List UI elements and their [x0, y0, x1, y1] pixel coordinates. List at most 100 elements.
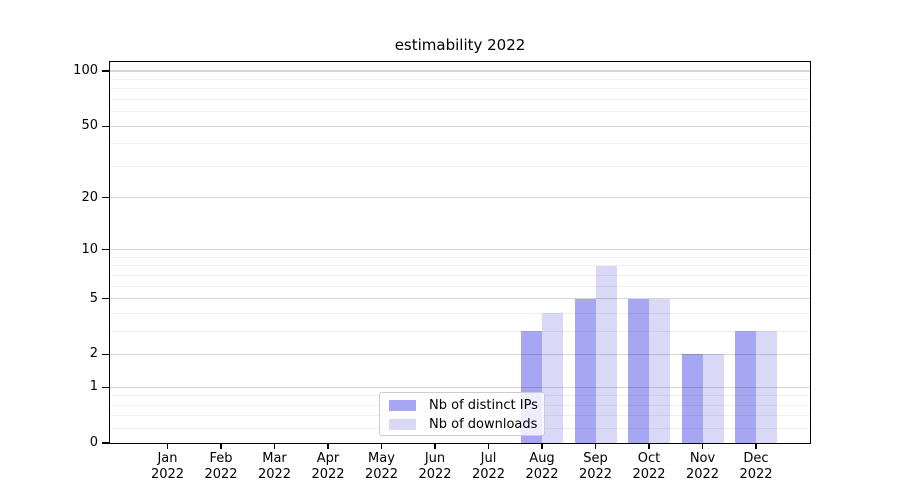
x-tick-label-year: 2022 [578, 466, 613, 482]
x-tick-label-year: 2022 [364, 466, 399, 482]
legend-item-downloads: Nb of downloads [380, 415, 544, 434]
x-tick-label-month: Jan [157, 451, 178, 466]
x-tick-label: May 2022 [350, 451, 414, 482]
y-tick-mark [102, 249, 110, 251]
minor-gridline [110, 285, 810, 287]
x-tick-label-month: May [368, 451, 395, 466]
bar-distinct-ips [735, 331, 756, 443]
minor-gridline [110, 88, 810, 90]
minor-gridline [110, 274, 810, 276]
minor-gridline [110, 78, 810, 80]
x-tick-mark [648, 443, 650, 449]
minor-gridline [110, 165, 810, 167]
x-tick-label: Apr 2022 [296, 451, 360, 482]
y-tick-label: 20 [81, 189, 98, 205]
legend-label-downloads: Nb of downloads [429, 417, 538, 432]
x-tick-mark [327, 443, 329, 449]
x-tick-mark [166, 443, 169, 449]
x-tick-label-month: Nov [689, 451, 716, 466]
x-tick-label-month: Apr [316, 451, 340, 466]
bar-distinct-ips [574, 298, 596, 443]
bar-downloads [542, 313, 563, 443]
x-tick-label: Dec 2022 [724, 451, 788, 482]
major-gridline [110, 386, 810, 388]
x-tick-mark [273, 443, 276, 449]
x-tick-label: Sep 2022 [564, 451, 628, 482]
y-tick-mark [102, 297, 110, 300]
x-tick-label-year: 2022 [311, 466, 345, 482]
x-tick-mark [220, 443, 222, 449]
chart-title: estimability 2022 [394, 36, 526, 54]
y-tick-mark [102, 386, 110, 388]
minor-gridline [110, 256, 810, 258]
x-tick-label-year: 2022 [739, 466, 773, 482]
bar-distinct-ips [628, 298, 649, 443]
major-gridline [110, 353, 810, 356]
bar-downloads [595, 265, 617, 443]
x-tick-label-year: 2022 [471, 466, 506, 482]
x-tick-label: Oct 2022 [617, 451, 681, 482]
x-tick-label: Jan 2022 [136, 451, 200, 482]
x-tick-label: Aug 2022 [510, 451, 574, 482]
x-tick-label: Jul 2022 [457, 451, 521, 482]
x-tick-mark [755, 443, 757, 449]
major-gridline [110, 70, 810, 72]
x-tick-mark [487, 443, 490, 449]
y-tick-label: 1 [89, 379, 98, 395]
major-gridline [110, 197, 810, 199]
y-tick-mark [102, 353, 110, 356]
x-tick-label-year: 2022 [257, 466, 292, 482]
x-tick-label: Feb 2022 [189, 451, 253, 482]
bar-distinct-ips [681, 354, 703, 443]
y-tick-label: 10 [81, 241, 98, 257]
legend-item-distinct-ips: Nb of distinct IPs [380, 396, 544, 415]
legend: Nb of distinct IPs Nb of downloads [379, 392, 545, 436]
y-tick-mark [102, 125, 110, 127]
legend-swatch-downloads [389, 419, 416, 430]
major-gridline [110, 125, 810, 127]
minor-gridline [110, 330, 810, 332]
x-tick-mark [541, 443, 543, 449]
x-tick-label-month: Aug [529, 451, 555, 466]
x-tick-label-year: 2022 [418, 466, 452, 482]
x-tick-label-year: 2022 [204, 466, 238, 482]
x-tick-label-month: Jul [480, 451, 497, 466]
x-tick-label-year: 2022 [632, 466, 666, 482]
y-tick-mark [102, 70, 110, 72]
y-tick-label: 100 [73, 63, 98, 79]
x-tick-mark [434, 443, 436, 449]
x-tick-mark [380, 443, 383, 449]
x-tick-label-month: Feb [209, 451, 233, 466]
minor-gridline [110, 98, 810, 100]
minor-gridline [110, 143, 810, 145]
y-tick-label: 5 [89, 290, 98, 306]
y-tick-mark [102, 197, 110, 199]
legend-swatch-distinct-ips [389, 400, 416, 411]
x-tick-label: Nov 2022 [671, 451, 735, 482]
x-tick-label-month: Jun [424, 451, 446, 466]
bar-downloads [649, 298, 670, 443]
legend-label-distinct-ips: Nb of distinct IPs [429, 398, 538, 413]
x-tick-mark [594, 443, 597, 449]
x-tick-label-month: Oct [637, 451, 661, 466]
minor-gridline [110, 265, 810, 267]
x-tick-label-month: Sep [583, 451, 608, 466]
bar-downloads [702, 354, 724, 443]
y-tick-label: 2 [89, 346, 98, 362]
x-tick-label-month: Dec [743, 451, 769, 466]
x-tick-label-year: 2022 [525, 466, 559, 482]
x-tick-label: Mar 2022 [243, 451, 307, 482]
minor-gridline [110, 111, 810, 113]
x-tick-label: Jun 2022 [403, 451, 467, 482]
minor-gridline [110, 312, 810, 314]
major-gridline [110, 249, 810, 251]
y-tick-mark [102, 442, 110, 444]
x-tick-label-year: 2022 [150, 466, 185, 482]
y-tick-label: 0 [89, 435, 98, 450]
x-tick-label-month: Mar [262, 451, 287, 466]
plot-area [109, 61, 811, 444]
major-gridline [110, 297, 810, 300]
x-tick-mark [701, 443, 704, 449]
bar-downloads [756, 331, 777, 443]
